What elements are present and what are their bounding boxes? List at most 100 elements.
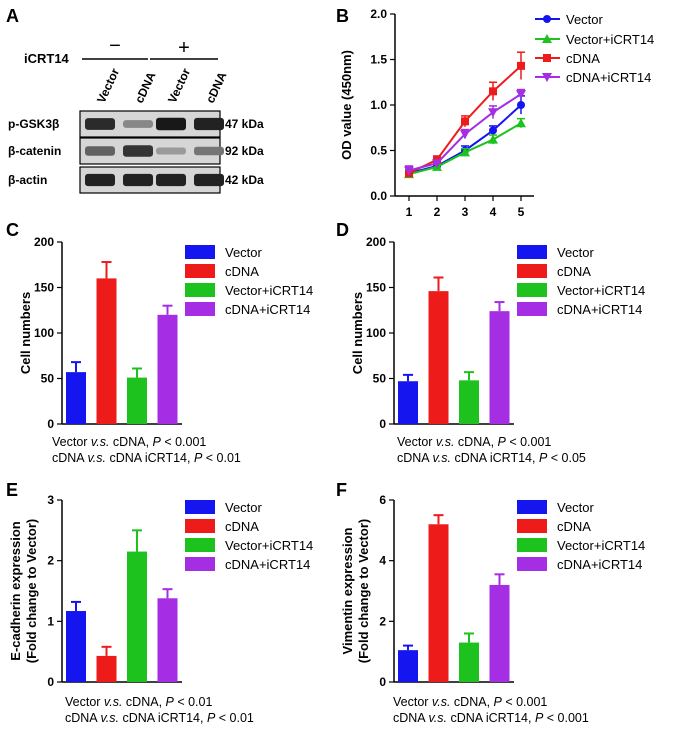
bar xyxy=(398,650,418,682)
x-tick-label: 1 xyxy=(406,205,413,219)
stats-line: cDNA v.s. cDNA iCRT14, P < 0.01 xyxy=(65,711,254,725)
blot-band xyxy=(123,145,153,157)
legend-swatch xyxy=(185,283,215,297)
legend-label: Vector xyxy=(557,245,595,260)
legend-label: cDNA xyxy=(225,519,259,534)
stats-text-part: cDNA, xyxy=(450,695,493,709)
stats-text-part: cDNA iCRT14, xyxy=(119,711,207,725)
lane-label: Vector xyxy=(165,66,193,105)
stats-text-part: cDNA xyxy=(65,711,100,725)
data-point xyxy=(432,159,442,169)
stats-line: Vector v.s. cDNA, P < 0.001 xyxy=(393,695,547,709)
blot-band xyxy=(156,117,186,131)
y-tick-label: 1 xyxy=(47,614,54,628)
stats-text-part: cDNA, xyxy=(454,435,497,449)
y-tick-label: 1.5 xyxy=(370,53,387,67)
blot-band xyxy=(194,146,224,156)
data-point xyxy=(460,130,470,140)
y-tick-label: 0 xyxy=(47,675,54,689)
stats-text-part: cDNA, xyxy=(109,435,152,449)
stats-text-part: v.s. xyxy=(432,695,451,709)
legend-marker xyxy=(542,34,552,43)
data-point xyxy=(517,101,525,109)
bar xyxy=(459,642,479,682)
panel-letter: F xyxy=(336,480,347,500)
legend-swatch xyxy=(185,245,215,259)
blot-size-label: 42 kDa xyxy=(225,173,264,187)
y-axis-label-2: (Fold change to Vector) xyxy=(24,519,39,663)
y-tick-label: 2.0 xyxy=(370,7,387,21)
data-point xyxy=(404,166,414,176)
stats-line: Vector v.s. cDNA, P < 0.001 xyxy=(397,435,551,449)
y-axis-label: Vimentin expression xyxy=(340,527,355,654)
minus-sign: − xyxy=(109,35,121,57)
stats-text-part: cDNA, xyxy=(122,695,165,709)
stats-line: Vector v.s. cDNA, P < 0.01 xyxy=(65,695,212,709)
stats-text-part: Vector xyxy=(397,435,436,449)
legend-label: Vector+iCRT14 xyxy=(557,538,645,553)
legend-swatch xyxy=(517,264,547,278)
panel-letter: C xyxy=(6,220,19,240)
bar xyxy=(489,311,510,424)
legend-swatch xyxy=(517,557,547,571)
stats-text-part: P xyxy=(535,711,544,725)
legend-swatch xyxy=(517,245,547,259)
legend-label: cDNA+iCRT14 xyxy=(225,302,310,317)
legend-swatch xyxy=(185,538,215,552)
data-point xyxy=(461,117,469,126)
x-tick-label: 3 xyxy=(462,205,469,219)
stats-text-part: v.s. xyxy=(432,451,451,465)
stats-text-part: < 0.001 xyxy=(161,435,207,449)
y-tick-label: 2 xyxy=(379,614,386,628)
stats-text-part: < 0.05 xyxy=(547,451,586,465)
bar xyxy=(428,291,449,424)
blot-size-label: 92 kDa xyxy=(225,144,264,158)
stats-text-part: cDNA iCRT14, xyxy=(106,451,194,465)
panel-b-letter: B xyxy=(336,6,349,26)
panel-d-bar-chart: D 0 50 100 150 200 Cell numbers Vector cDNA Vecto… xyxy=(336,220,645,465)
stats-text-part: < 0.01 xyxy=(174,695,213,709)
legend-swatch xyxy=(185,519,215,533)
y-tick-label: 6 xyxy=(379,493,386,507)
legend-swatch xyxy=(517,519,547,533)
y-tick-label: 200 xyxy=(366,235,386,249)
treatment-label: iCRT14 xyxy=(24,51,70,66)
y-tick-label: 0 xyxy=(47,417,54,431)
x-tick-label: 2 xyxy=(434,205,441,219)
blot-band xyxy=(156,147,186,155)
stats-line: cDNA v.s. cDNA iCRT14, P < 0.01 xyxy=(52,451,241,465)
legend-swatch xyxy=(517,302,547,316)
plus-sign: + xyxy=(178,37,190,59)
y-tick-label: 150 xyxy=(366,281,386,295)
y-axis-label-2: (Fold change to Vector) xyxy=(356,519,371,663)
stats-text-part: P xyxy=(207,711,216,725)
stats-line: Vector v.s. cDNA, P < 0.001 xyxy=(52,435,206,449)
panel-a-western-blot: A iCRT14 − + Vector cDNA Vector cDNA p-GSK3… xyxy=(6,6,264,194)
blot-protein-label: β-catenin xyxy=(8,144,61,158)
stats-text-part: cDNA xyxy=(397,451,432,465)
legend-swatch xyxy=(517,538,547,552)
bar xyxy=(428,524,449,682)
legend-label: Vector xyxy=(225,500,263,515)
stats-text-part: P xyxy=(539,451,548,465)
panel-c-bar-chart: C 0 50 100 150 200 Cell numbers Vector cDNA Vecto… xyxy=(6,220,313,465)
panel-letter: D xyxy=(336,220,349,240)
stats-text-part: Vector xyxy=(393,695,432,709)
y-tick-label: 100 xyxy=(366,326,386,340)
blot-protein-label: p-GSK3β xyxy=(8,117,59,131)
data-point xyxy=(488,134,498,144)
legend-label: cDNA xyxy=(225,264,259,279)
lane-label: cDNA xyxy=(132,69,159,105)
stats-line: cDNA v.s. cDNA iCRT14, P < 0.05 xyxy=(397,451,586,465)
y-tick-label: 1.0 xyxy=(370,98,387,112)
stats-text-part: P xyxy=(153,435,162,449)
bar xyxy=(127,551,147,682)
legend-label: Vector+iCRT14 xyxy=(225,538,313,553)
y-tick-label: 50 xyxy=(41,372,55,386)
bar xyxy=(459,380,479,424)
stats-text-part: P xyxy=(194,451,203,465)
blot-band xyxy=(85,173,115,187)
legend-label: cDNA+iCRT14 xyxy=(566,70,651,85)
blot-band xyxy=(123,120,153,128)
